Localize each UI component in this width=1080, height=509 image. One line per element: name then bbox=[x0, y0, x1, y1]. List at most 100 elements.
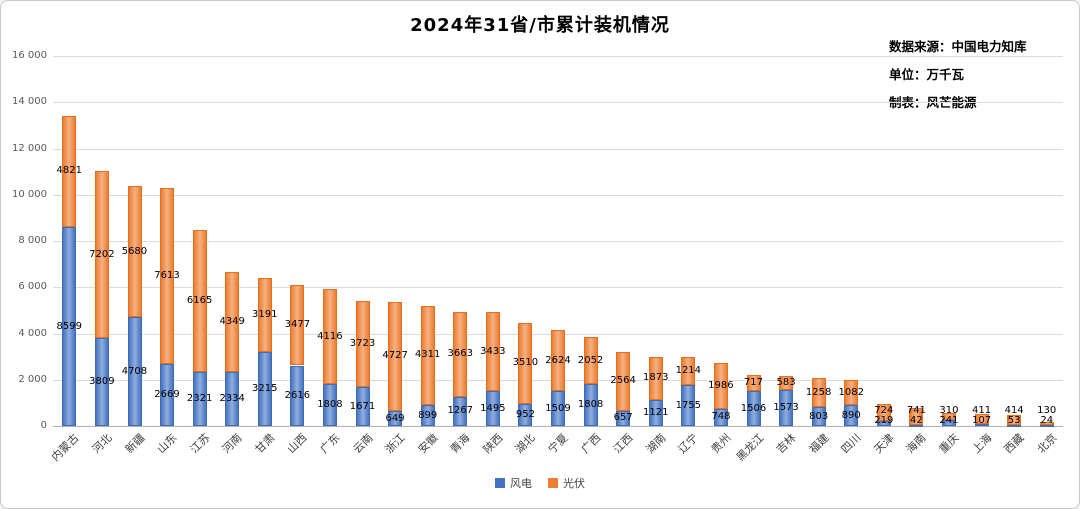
solar-bar-segment bbox=[62, 115, 77, 228]
wind-bar-segment bbox=[811, 407, 826, 426]
wind-bar-segment bbox=[388, 411, 403, 426]
wind-bar-segment bbox=[192, 372, 207, 426]
gridline bbox=[53, 194, 1063, 196]
wind-bar-segment bbox=[127, 317, 142, 426]
solar-value-label: 2564 bbox=[610, 375, 636, 387]
wind-bar-segment bbox=[876, 420, 891, 426]
legend-item-wind: 风电 bbox=[495, 475, 532, 491]
wind-value-label: 4708 bbox=[121, 365, 148, 377]
wind-bar-segment bbox=[974, 423, 989, 426]
wind-bar-segment bbox=[616, 410, 631, 426]
wind-value-label: 899 bbox=[418, 409, 438, 421]
solar-value-label: 414 bbox=[1004, 405, 1024, 416]
wind-value-label: 1506 bbox=[740, 402, 767, 414]
gridline bbox=[53, 56, 1063, 57]
solar-bar-segment bbox=[290, 285, 305, 366]
solar-value-label: 3663 bbox=[447, 348, 473, 360]
solar-value-label: 1082 bbox=[838, 386, 864, 398]
solar-value-label: 6165 bbox=[186, 295, 213, 306]
wind-bar-segment bbox=[551, 391, 565, 426]
wind-value-label: 107 bbox=[972, 415, 992, 426]
solar-bar-segment bbox=[355, 301, 370, 388]
chart-title: 2024年31省/市累计装机情况 bbox=[410, 15, 670, 36]
y-axis-tick-label: 16 000 bbox=[12, 50, 47, 61]
wind-value-label: 1671 bbox=[349, 400, 376, 412]
solar-bar-segment bbox=[616, 351, 631, 411]
wind-bar-segment bbox=[779, 389, 794, 426]
solar-value-label: 724 bbox=[874, 405, 894, 416]
solar-bar-segment bbox=[681, 357, 696, 386]
wind-bar-segment bbox=[746, 391, 761, 426]
solar-bar-segment bbox=[844, 380, 859, 406]
wind-value-label: 803 bbox=[809, 410, 829, 422]
wind-bar-segment bbox=[225, 372, 240, 426]
solar-value-label: 3191 bbox=[252, 308, 278, 320]
wind-value-label: 1808 bbox=[317, 399, 343, 411]
wind-bar-segment bbox=[62, 227, 77, 426]
wind-value-label: 219 bbox=[874, 415, 894, 426]
wind-bar-segment bbox=[583, 384, 598, 426]
solar-value-label: 2052 bbox=[577, 354, 604, 366]
wind-bar-segment bbox=[160, 364, 174, 426]
wind-value-label: 42 bbox=[910, 415, 923, 426]
y-axis-tick-label: 0 bbox=[40, 420, 47, 431]
solar-value-label: 1986 bbox=[708, 379, 734, 391]
solar-value-label: 4311 bbox=[414, 349, 441, 361]
wind-legend-swatch bbox=[495, 478, 505, 488]
solar-bar-segment bbox=[225, 271, 240, 373]
y-axis-tick-label: 2 000 bbox=[18, 373, 47, 385]
wind-value-label: 1755 bbox=[675, 399, 702, 411]
meta-unit: 单位：万千瓦 bbox=[889, 67, 965, 82]
solar-value-label: 4116 bbox=[317, 330, 343, 342]
gridline bbox=[53, 102, 1063, 104]
wind-value-label: 2334 bbox=[219, 393, 245, 404]
gridline bbox=[53, 241, 1063, 242]
wind-value-label: 2669 bbox=[154, 389, 180, 401]
wind-bar-segment bbox=[681, 385, 696, 426]
gridline bbox=[53, 148, 1063, 150]
solar-value-label: 717 bbox=[743, 376, 764, 388]
solar-bar-segment bbox=[322, 289, 337, 385]
gridline bbox=[53, 426, 1063, 427]
y-axis-tick-label: 10 000 bbox=[12, 188, 47, 200]
solar-value-label: 411 bbox=[972, 405, 992, 416]
solar-bar-segment bbox=[420, 305, 435, 406]
solar-bar-segment bbox=[160, 188, 174, 365]
solar-value-label: 130 bbox=[1037, 405, 1057, 416]
solar-value-label: 4821 bbox=[56, 165, 82, 177]
wind-bar-segment bbox=[322, 384, 337, 426]
wind-bar-segment bbox=[844, 405, 859, 426]
solar-value-label: 3510 bbox=[512, 357, 539, 369]
wind-value-label: 748 bbox=[711, 411, 731, 423]
solar-value-label: 2624 bbox=[545, 354, 571, 366]
solar-value-label: 1214 bbox=[675, 365, 702, 377]
wind-value-label: 3215 bbox=[252, 382, 278, 394]
wind-bar-segment bbox=[518, 404, 533, 426]
meta-data-source: 数据来源：中国电力知库 bbox=[889, 39, 1027, 54]
legend: 风电 光伏 bbox=[1, 475, 1079, 491]
solar-bar-segment bbox=[1007, 415, 1022, 425]
solar-value-label: 3477 bbox=[284, 319, 311, 331]
solar-value-label: 3433 bbox=[480, 345, 506, 357]
wind-bar-segment bbox=[648, 400, 663, 426]
solar-bar-segment bbox=[876, 404, 891, 421]
solar-bar-segment bbox=[909, 407, 924, 425]
meta-block: 数据来源：中国电力知库 单位：万千瓦 制表：风芒能源 bbox=[889, 33, 1027, 117]
wind-value-label: 1121 bbox=[643, 407, 669, 418]
wind-value-label: 241 bbox=[939, 415, 959, 426]
wind-value-label: 1495 bbox=[480, 402, 506, 414]
legend-label: 风电 bbox=[510, 477, 532, 490]
solar-bar-segment bbox=[551, 330, 565, 392]
solar-bar-segment bbox=[485, 312, 500, 392]
solar-bar-segment bbox=[257, 277, 272, 352]
solar-legend-swatch bbox=[548, 478, 558, 488]
wind-value-label: 1808 bbox=[577, 399, 604, 411]
wind-value-label: 1573 bbox=[773, 401, 799, 413]
solar-bar-segment bbox=[192, 229, 207, 373]
solar-value-label: 310 bbox=[939, 405, 959, 416]
wind-value-label: 649 bbox=[385, 412, 405, 424]
solar-value-label: 7202 bbox=[89, 248, 115, 260]
gridline bbox=[53, 287, 1063, 289]
solar-bar-segment bbox=[518, 322, 533, 404]
wind-value-label: 1267 bbox=[447, 405, 473, 417]
